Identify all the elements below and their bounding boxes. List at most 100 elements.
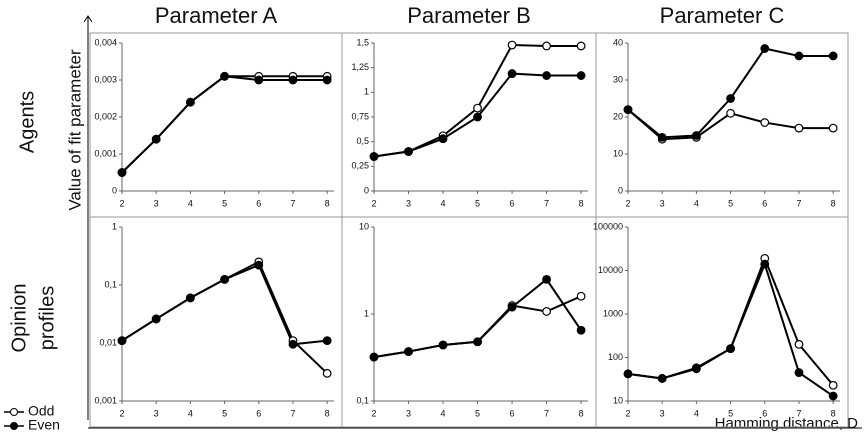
series-line (627, 255, 834, 386)
x-tick-label: 5 (475, 198, 480, 208)
series-line (121, 75, 328, 174)
point (117, 336, 127, 345)
x-tick-label: 8 (325, 198, 330, 208)
panel-frame (341, 32, 597, 218)
x-tick-label: 7 (544, 408, 549, 418)
x-tick-label: 2 (119, 408, 124, 418)
x-tick-label: 5 (728, 198, 733, 208)
point (726, 94, 735, 103)
y-tick-label: 40 (613, 37, 623, 47)
legend-label: Even (28, 417, 60, 433)
x-tick-label: 5 (728, 408, 733, 418)
y-tick-label: 1 (364, 308, 369, 318)
point (657, 374, 667, 383)
point (691, 131, 701, 140)
x-tick-label: 2 (371, 408, 376, 418)
point (151, 314, 161, 324)
x-tick-label: 4 (694, 198, 699, 208)
y-tick-label: 1,5 (356, 37, 369, 47)
point (576, 291, 586, 301)
point (794, 368, 804, 377)
x-tick-label: 3 (406, 198, 411, 208)
point (404, 347, 413, 356)
y-axis-label: Value of fit parameter (65, 49, 84, 211)
panel-frame (341, 216, 597, 428)
x-tick-label: 4 (694, 408, 699, 418)
x-tick-label: 6 (762, 408, 767, 418)
point (507, 40, 517, 50)
point (220, 274, 229, 284)
point (828, 123, 838, 133)
row-label: Agents (16, 91, 38, 153)
x-tick-label: 5 (222, 198, 227, 208)
x-tick-label: 2 (119, 198, 124, 208)
y-tick-label: 10 (613, 148, 623, 158)
point (828, 380, 838, 390)
point (438, 134, 448, 144)
series-line (121, 75, 328, 174)
y-tick-label: 0,5 (356, 136, 369, 146)
y-tick-label: 10000 (598, 265, 623, 275)
x-tick-label: 4 (441, 198, 446, 208)
point (473, 112, 482, 122)
y-tick-label: 0,001 (94, 148, 117, 158)
point (760, 259, 770, 269)
column-title: Parameter A (155, 3, 278, 28)
point (151, 134, 161, 144)
point (542, 274, 551, 284)
panel-frame (89, 32, 343, 218)
y-tick-label: 0,003 (94, 74, 117, 84)
point (542, 41, 551, 51)
y-tick-label: 100000 (593, 221, 623, 231)
point (254, 260, 264, 270)
x-tick-label: 3 (660, 408, 665, 418)
point (369, 352, 379, 362)
x-tick-label: 8 (831, 198, 836, 208)
point (254, 75, 264, 85)
legend-marker (10, 408, 18, 416)
point (369, 152, 379, 161)
y-tick-label: 10 (613, 395, 623, 405)
x-tick-label: 5 (475, 408, 480, 418)
x-tick-label: 8 (831, 408, 836, 418)
point (288, 75, 298, 85)
point (657, 132, 667, 142)
point (623, 105, 633, 114)
point (322, 336, 332, 345)
x-tick-label: 7 (796, 408, 801, 418)
x-tick-label: 3 (660, 198, 665, 208)
panel-frame (595, 32, 849, 218)
point (576, 41, 586, 51)
y-tick-label: 1000 (603, 308, 623, 318)
point (185, 97, 195, 107)
point (542, 71, 551, 80)
x-tick-label: 6 (510, 198, 515, 208)
x-tick-label: 2 (371, 198, 376, 208)
point (726, 108, 735, 118)
point (438, 340, 448, 350)
panel-frame (595, 216, 849, 428)
y-tick-label: 0 (112, 185, 117, 195)
legend-label: Odd (28, 403, 54, 419)
y-tick-label: 30 (613, 74, 623, 84)
row-label: Opinion (8, 284, 30, 353)
y-tick-label: 0,1 (104, 279, 117, 289)
y-tick-label: 1 (364, 87, 369, 97)
point (507, 302, 517, 312)
x-tick-label: 6 (762, 198, 767, 208)
y-tick-label: 0,01 (99, 337, 117, 347)
point (542, 307, 551, 316)
y-tick-label: 1,25 (351, 62, 369, 72)
point (691, 364, 701, 374)
x-tick-label: 7 (796, 198, 801, 208)
point (322, 75, 332, 85)
point (828, 51, 838, 61)
x-tick-label: 6 (256, 198, 261, 208)
x-tick-label: 7 (290, 198, 295, 208)
point (576, 71, 586, 80)
series-line (373, 43, 582, 158)
point (794, 340, 804, 349)
x-tick-label: 4 (188, 408, 193, 418)
legend-marker (10, 422, 18, 430)
x-tick-label: 7 (290, 408, 295, 418)
